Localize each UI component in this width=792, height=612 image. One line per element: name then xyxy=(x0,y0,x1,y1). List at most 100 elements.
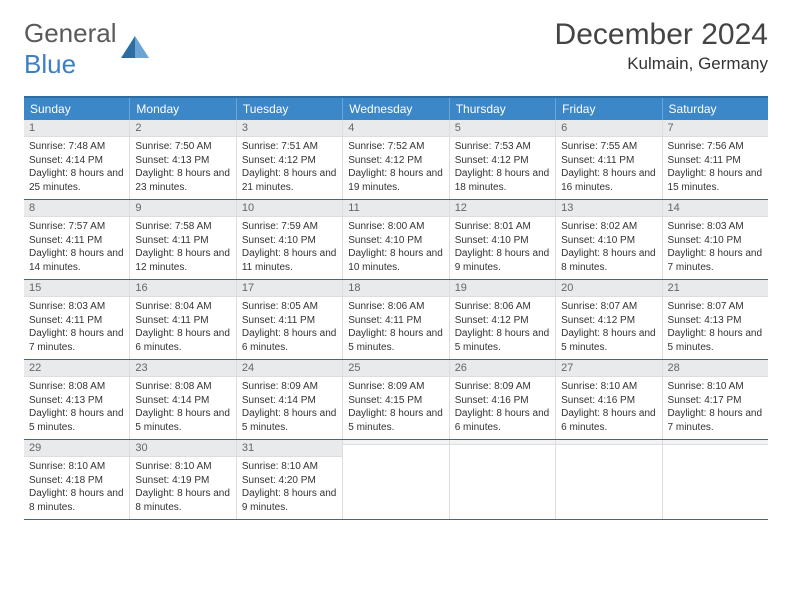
day-number: 8 xyxy=(24,200,129,217)
day-number: 23 xyxy=(130,360,235,377)
sunrise-text: Sunrise: 7:52 AM xyxy=(348,140,443,154)
day-number: 27 xyxy=(556,360,661,377)
calendar-day: 23Sunrise: 8:08 AMSunset: 4:14 PMDayligh… xyxy=(130,360,236,439)
sunset-text: Sunset: 4:11 PM xyxy=(135,314,230,328)
weekday-header-row: SundayMondayTuesdayWednesdayThursdayFrid… xyxy=(24,98,768,120)
sunset-text: Sunset: 4:12 PM xyxy=(455,314,550,328)
sunset-text: Sunset: 4:14 PM xyxy=(242,394,337,408)
day-details: Sunrise: 8:08 AMSunset: 4:14 PMDaylight:… xyxy=(130,377,235,439)
day-details: Sunrise: 8:08 AMSunset: 4:13 PMDaylight:… xyxy=(24,377,129,439)
day-number: 24 xyxy=(237,360,342,377)
daylight-text: Daylight: 8 hours and 5 minutes. xyxy=(455,327,550,354)
day-details: Sunrise: 8:03 AMSunset: 4:10 PMDaylight:… xyxy=(663,217,768,279)
logo-word-general: General xyxy=(24,18,117,48)
sunrise-text: Sunrise: 8:02 AM xyxy=(561,220,656,234)
calendar-day: 28Sunrise: 8:10 AMSunset: 4:17 PMDayligh… xyxy=(663,360,768,439)
day-number: 5 xyxy=(450,120,555,137)
daylight-text: Daylight: 8 hours and 5 minutes. xyxy=(135,407,230,434)
day-number xyxy=(663,440,768,445)
daylight-text: Daylight: 8 hours and 19 minutes. xyxy=(348,167,443,194)
calendar-day: 26Sunrise: 8:09 AMSunset: 4:16 PMDayligh… xyxy=(450,360,556,439)
daylight-text: Daylight: 8 hours and 5 minutes. xyxy=(348,327,443,354)
calendar-body: 1Sunrise: 7:48 AMSunset: 4:14 PMDaylight… xyxy=(24,120,768,520)
sunrise-text: Sunrise: 8:10 AM xyxy=(242,460,337,474)
day-details: Sunrise: 8:06 AMSunset: 4:11 PMDaylight:… xyxy=(343,297,448,359)
sunrise-text: Sunrise: 8:08 AM xyxy=(135,380,230,394)
sunrise-text: Sunrise: 8:10 AM xyxy=(135,460,230,474)
sunset-text: Sunset: 4:11 PM xyxy=(135,234,230,248)
daylight-text: Daylight: 8 hours and 7 minutes. xyxy=(668,407,763,434)
daylight-text: Daylight: 8 hours and 7 minutes. xyxy=(29,327,124,354)
calendar-week: 29Sunrise: 8:10 AMSunset: 4:18 PMDayligh… xyxy=(24,440,768,520)
day-number: 28 xyxy=(663,360,768,377)
sunset-text: Sunset: 4:11 PM xyxy=(242,314,337,328)
day-details: Sunrise: 8:05 AMSunset: 4:11 PMDaylight:… xyxy=(237,297,342,359)
title-block: December 2024 Kulmain, Germany xyxy=(555,18,768,74)
day-details: Sunrise: 8:01 AMSunset: 4:10 PMDaylight:… xyxy=(450,217,555,279)
sunrise-text: Sunrise: 8:01 AM xyxy=(455,220,550,234)
sunrise-text: Sunrise: 8:03 AM xyxy=(668,220,763,234)
calendar-week: 22Sunrise: 8:08 AMSunset: 4:13 PMDayligh… xyxy=(24,360,768,440)
day-number: 11 xyxy=(343,200,448,217)
header: General Blue December 2024 Kulmain, Germ… xyxy=(24,18,768,80)
day-number: 6 xyxy=(556,120,661,137)
sunset-text: Sunset: 4:17 PM xyxy=(668,394,763,408)
day-number: 26 xyxy=(450,360,555,377)
calendar-day: 31Sunrise: 8:10 AMSunset: 4:20 PMDayligh… xyxy=(237,440,343,519)
sunset-text: Sunset: 4:10 PM xyxy=(242,234,337,248)
sunset-text: Sunset: 4:10 PM xyxy=(348,234,443,248)
day-details: Sunrise: 8:04 AMSunset: 4:11 PMDaylight:… xyxy=(130,297,235,359)
daylight-text: Daylight: 8 hours and 6 minutes. xyxy=(455,407,550,434)
daylight-text: Daylight: 8 hours and 7 minutes. xyxy=(668,247,763,274)
sunrise-text: Sunrise: 7:56 AM xyxy=(668,140,763,154)
calendar-day: 14Sunrise: 8:03 AMSunset: 4:10 PMDayligh… xyxy=(663,200,768,279)
daylight-text: Daylight: 8 hours and 21 minutes. xyxy=(242,167,337,194)
sunrise-text: Sunrise: 7:58 AM xyxy=(135,220,230,234)
weekday-header: Sunday xyxy=(24,98,130,120)
sunset-text: Sunset: 4:14 PM xyxy=(135,394,230,408)
day-details: Sunrise: 8:00 AMSunset: 4:10 PMDaylight:… xyxy=(343,217,448,279)
calendar-day: 12Sunrise: 8:01 AMSunset: 4:10 PMDayligh… xyxy=(450,200,556,279)
daylight-text: Daylight: 8 hours and 8 minutes. xyxy=(561,247,656,274)
day-details: Sunrise: 8:09 AMSunset: 4:16 PMDaylight:… xyxy=(450,377,555,439)
day-details: Sunrise: 8:10 AMSunset: 4:20 PMDaylight:… xyxy=(237,457,342,519)
day-number: 17 xyxy=(237,280,342,297)
sunset-text: Sunset: 4:12 PM xyxy=(455,154,550,168)
day-number xyxy=(556,440,661,445)
day-details: Sunrise: 8:09 AMSunset: 4:15 PMDaylight:… xyxy=(343,377,448,439)
sunrise-text: Sunrise: 8:03 AM xyxy=(29,300,124,314)
day-details: Sunrise: 8:10 AMSunset: 4:17 PMDaylight:… xyxy=(663,377,768,439)
day-details: Sunrise: 8:10 AMSunset: 4:18 PMDaylight:… xyxy=(24,457,129,519)
sunset-text: Sunset: 4:11 PM xyxy=(668,154,763,168)
sunrise-text: Sunrise: 8:06 AM xyxy=(455,300,550,314)
day-number xyxy=(450,440,555,445)
day-number: 14 xyxy=(663,200,768,217)
sunrise-text: Sunrise: 8:00 AM xyxy=(348,220,443,234)
sunset-text: Sunset: 4:11 PM xyxy=(29,234,124,248)
day-number: 31 xyxy=(237,440,342,457)
day-number: 16 xyxy=(130,280,235,297)
sunrise-text: Sunrise: 8:10 AM xyxy=(29,460,124,474)
calendar-week: 8Sunrise: 7:57 AMSunset: 4:11 PMDaylight… xyxy=(24,200,768,280)
sunset-text: Sunset: 4:13 PM xyxy=(135,154,230,168)
sunrise-text: Sunrise: 8:08 AM xyxy=(29,380,124,394)
sunrise-text: Sunrise: 7:48 AM xyxy=(29,140,124,154)
calendar-day: 22Sunrise: 8:08 AMSunset: 4:13 PMDayligh… xyxy=(24,360,130,439)
calendar-day xyxy=(450,440,556,519)
daylight-text: Daylight: 8 hours and 25 minutes. xyxy=(29,167,124,194)
sunset-text: Sunset: 4:11 PM xyxy=(561,154,656,168)
page-title: December 2024 xyxy=(555,18,768,52)
logo: General Blue xyxy=(24,18,149,80)
day-number: 13 xyxy=(556,200,661,217)
day-number: 3 xyxy=(237,120,342,137)
sunrise-text: Sunrise: 7:57 AM xyxy=(29,220,124,234)
day-details: Sunrise: 8:02 AMSunset: 4:10 PMDaylight:… xyxy=(556,217,661,279)
location-label: Kulmain, Germany xyxy=(555,54,768,74)
day-number: 15 xyxy=(24,280,129,297)
calendar-day: 3Sunrise: 7:51 AMSunset: 4:12 PMDaylight… xyxy=(237,120,343,199)
calendar-day: 17Sunrise: 8:05 AMSunset: 4:11 PMDayligh… xyxy=(237,280,343,359)
sunrise-text: Sunrise: 8:04 AM xyxy=(135,300,230,314)
day-details: Sunrise: 7:59 AMSunset: 4:10 PMDaylight:… xyxy=(237,217,342,279)
day-number: 9 xyxy=(130,200,235,217)
day-number: 30 xyxy=(130,440,235,457)
